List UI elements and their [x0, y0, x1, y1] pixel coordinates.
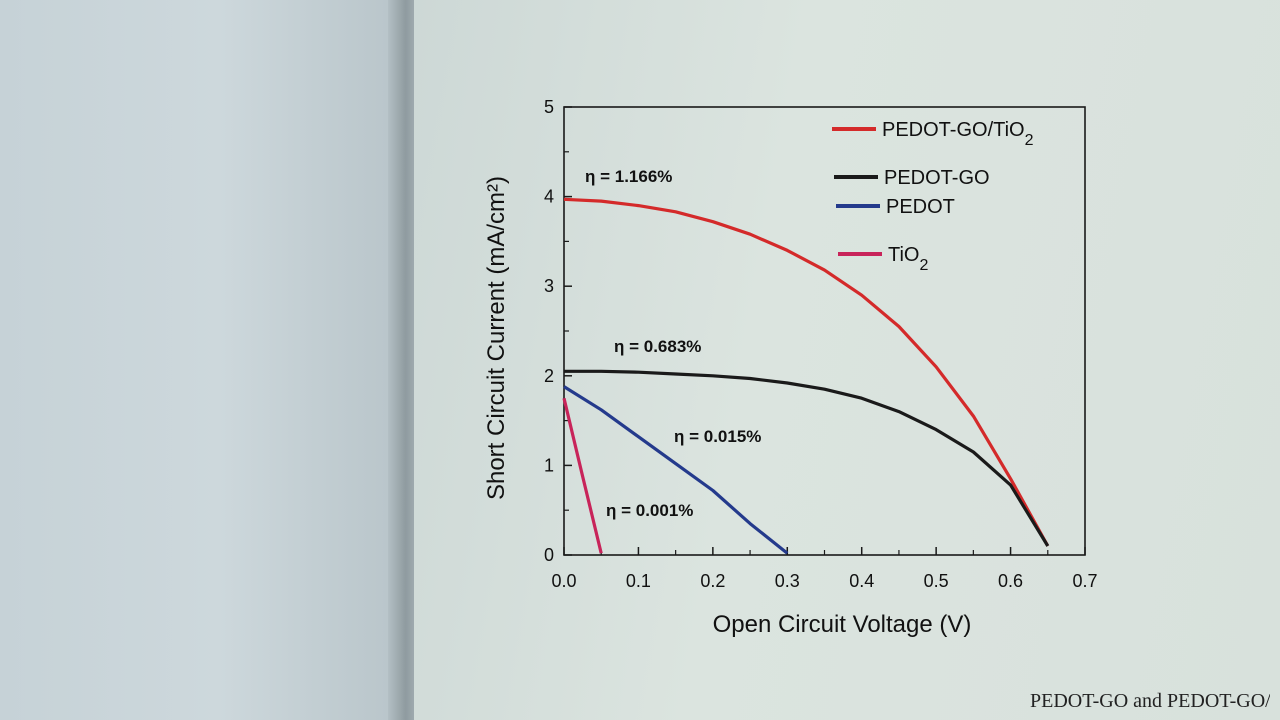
- x-tick-label: 0.2: [700, 571, 725, 591]
- y-tick-label: 1: [544, 455, 554, 475]
- annotation-layer: η = 1.166% η = 0.683% η = 0.015% η = 0.001%: [585, 167, 761, 520]
- y-tick-label: 3: [544, 276, 554, 296]
- legend-label-main: TiO: [888, 244, 919, 266]
- legend-label: PEDOT-GO/TiO2: [882, 119, 1034, 149]
- y-tick-label: 5: [544, 97, 554, 117]
- legend-label-subscript: 2: [919, 257, 928, 274]
- efficiency-annotation: η = 0.001%: [606, 501, 693, 520]
- x-tick-label: 0.6: [998, 571, 1023, 591]
- series-line: [562, 397, 603, 554]
- x-tick-label: 0.0: [551, 571, 576, 591]
- y-tick-label: 0: [544, 545, 554, 565]
- legend-label-subscript: 2: [1025, 132, 1034, 149]
- y-tick-label: 4: [544, 187, 554, 207]
- legend-label: PEDOT-GO: [884, 167, 990, 189]
- efficiency-annotation: η = 0.683%: [614, 337, 701, 356]
- x-tick-label: 0.3: [775, 571, 800, 591]
- x-tick-label: 0.1: [626, 571, 651, 591]
- right-book-page: [414, 0, 1280, 720]
- series-line: [563, 197, 1050, 547]
- efficiency-annotation: η = 0.015%: [674, 427, 761, 446]
- x-tick-label: 0.5: [924, 571, 949, 591]
- x-tick-label: 0.4: [849, 571, 874, 591]
- x-axis-ticks: 0.0 0.1 0.2 0.3 0.4 0.5 0.6 0.7: [551, 547, 1098, 591]
- x-axis-title: Open Circuit Voltage (V): [713, 611, 972, 638]
- y-axis-ticks: 0 1 2 3 4 5: [544, 97, 572, 565]
- y-axis-title: Short Circuit Current (mA/cm²): [483, 176, 510, 500]
- legend-label: PEDOT: [886, 196, 955, 218]
- legend-label: TiO2: [888, 244, 928, 274]
- y-tick-label: 2: [544, 366, 554, 386]
- left-book-page: [0, 0, 398, 720]
- series-line: [564, 369, 1050, 547]
- legend-label-main: PEDOT-GO/TiO: [882, 119, 1025, 141]
- figure-caption: PEDOT-GO and PEDOT-GO/TiO₂ DSSC.: [1030, 690, 1270, 712]
- series-layer: [562, 197, 1050, 555]
- x-tick-label: 0.7: [1072, 571, 1097, 591]
- series-line: [563, 385, 789, 555]
- efficiency-annotation: η = 1.166%: [585, 167, 672, 186]
